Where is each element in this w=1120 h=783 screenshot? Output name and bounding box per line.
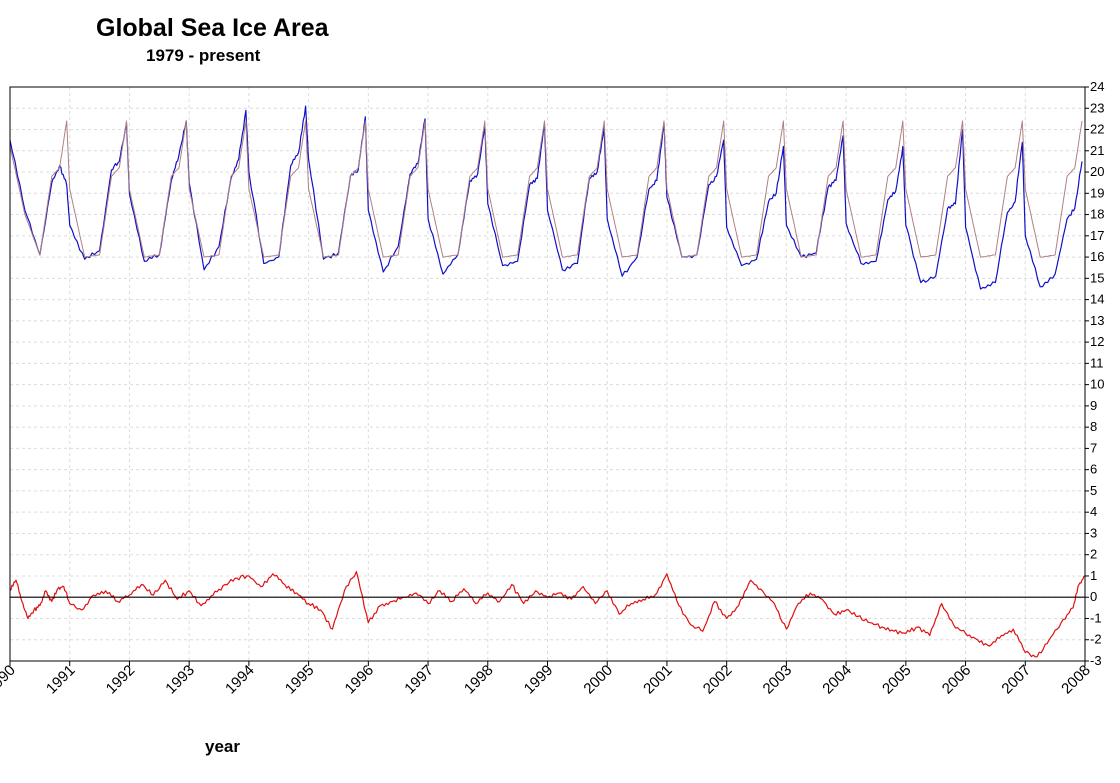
x-tick-label: 1992: [103, 662, 139, 698]
x-axis-ticks: 1990 1991 1992 1993 1994 1995 1996 1997 1998 1999…: [0, 661, 1094, 697]
y-tick-label: 15: [1090, 270, 1104, 285]
x-tick-label: 1991: [43, 662, 79, 698]
y-tick-label: 5: [1090, 483, 1097, 498]
y-tick-label: -3: [1090, 653, 1102, 668]
x-tick-label: 2005: [879, 662, 915, 698]
y-tick-label: 19: [1090, 185, 1104, 200]
y-tick-label: 0: [1090, 589, 1097, 604]
y-tick-label: 11: [1090, 355, 1104, 370]
x-tick-label: 1993: [162, 662, 198, 698]
series-line-2: [9, 120, 1083, 258]
x-tick-label: 2008: [1058, 662, 1094, 698]
y-tick-label: -1: [1090, 610, 1102, 625]
y-tick-label: -2: [1090, 632, 1102, 647]
y-tick-label: 1: [1090, 568, 1097, 583]
x-tick-label: 2006: [939, 662, 975, 698]
y-tick-label: 12: [1090, 334, 1104, 349]
y-tick-label: 22: [1090, 122, 1104, 137]
x-tick-label: 2003: [760, 662, 796, 698]
y-tick-label: 3: [1090, 525, 1097, 540]
y-tick-label: 14: [1090, 292, 1104, 307]
x-tick-label: 1998: [461, 662, 497, 698]
y-tick-label: 16: [1090, 249, 1104, 264]
x-tick-label: 1999: [521, 662, 557, 698]
series-lines: [9, 105, 1086, 658]
chart-subtitle: 1979 - present: [146, 46, 261, 65]
y-tick-label: 9: [1090, 398, 1097, 413]
chart-title: Global Sea Ice Area: [96, 14, 329, 42]
x-tick-label: 2007: [998, 662, 1034, 698]
y-axis-ticks: 2423222120191817161514131211109876543210…: [1085, 79, 1104, 668]
x-tick-label: 2000: [580, 662, 616, 698]
y-tick-label: 21: [1090, 143, 1104, 158]
y-tick-label: 7: [1090, 440, 1097, 455]
grid: [9, 86, 1086, 662]
y-tick-label: 20: [1090, 164, 1104, 179]
y-tick-label: 23: [1090, 100, 1104, 115]
x-tick-label: 1994: [222, 662, 258, 698]
x-tick-label: 2004: [819, 662, 855, 698]
x-tick-label: 1997: [401, 662, 437, 698]
y-tick-label: 18: [1090, 207, 1104, 222]
y-tick-label: 13: [1090, 313, 1104, 328]
x-tick-label: 2001: [640, 662, 676, 698]
x-tick-label: 1995: [282, 662, 318, 698]
x-axis-label: year: [205, 737, 240, 756]
series-line-1: [9, 105, 1083, 290]
y-tick-label: 4: [1090, 504, 1097, 519]
y-tick-label: 10: [1090, 377, 1104, 392]
series-line-3: [9, 571, 1086, 658]
y-tick-label: 24: [1090, 79, 1104, 94]
y-tick-label: 17: [1090, 228, 1104, 243]
y-tick-label: 6: [1090, 462, 1097, 477]
x-tick-label: 1990: [0, 662, 19, 698]
y-tick-label: 8: [1090, 419, 1097, 434]
y-tick-label: 2: [1090, 547, 1097, 562]
x-tick-label: 1996: [342, 662, 378, 698]
x-tick-label: 2002: [700, 662, 736, 698]
